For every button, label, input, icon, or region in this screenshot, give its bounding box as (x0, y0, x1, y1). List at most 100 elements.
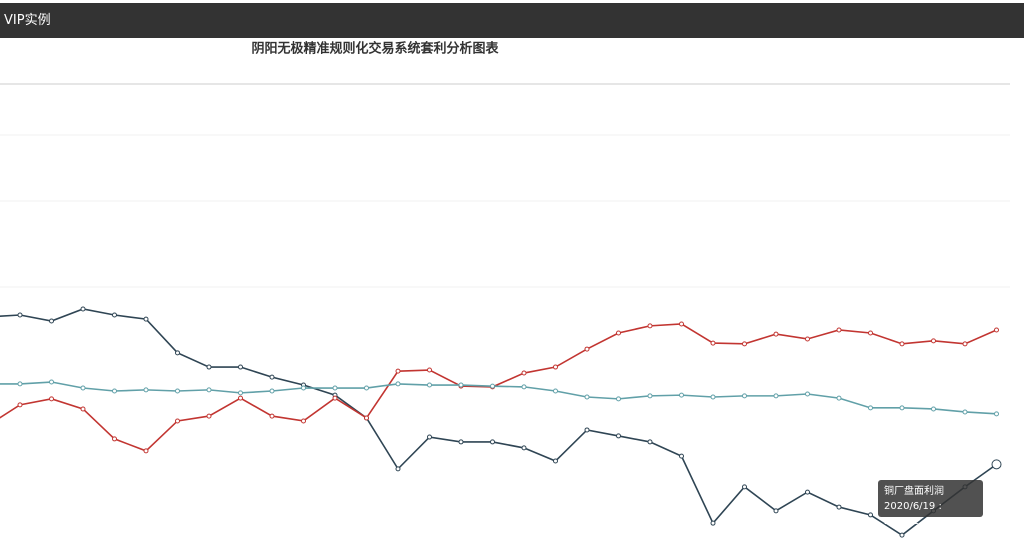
data-point (773, 508, 779, 514)
data-point (805, 336, 810, 342)
data-point (899, 405, 905, 411)
data-point (80, 306, 86, 312)
data-point (458, 382, 464, 388)
tooltip-series: 铜厂盘面利润 (884, 486, 944, 497)
data-point (962, 341, 968, 347)
series-line (0, 308, 997, 537)
data-point (521, 370, 527, 376)
data-point (112, 388, 117, 394)
data-point (269, 374, 275, 380)
data-point (742, 341, 747, 347)
data-point (427, 382, 432, 388)
data-point (395, 466, 401, 472)
data-point (80, 406, 86, 412)
data-point (584, 394, 590, 400)
data-point (332, 395, 338, 401)
data-point (679, 453, 684, 459)
data-point (427, 434, 432, 440)
data-point (836, 504, 842, 510)
data-point (17, 312, 23, 318)
data-point (710, 340, 716, 346)
data-point (490, 383, 495, 389)
data-point (742, 484, 747, 490)
data-point (931, 406, 936, 412)
chart-title: 阴阳无极精准规则化交易系统套利分析图表 (251, 41, 499, 57)
data-point (962, 409, 968, 415)
data-point (647, 323, 653, 329)
data-point (332, 385, 338, 391)
data-point (899, 532, 905, 538)
data-point (805, 391, 810, 397)
data-point (773, 393, 779, 399)
data-point (206, 364, 212, 370)
data-point (647, 439, 653, 445)
tooltip-text: 2020/6/19234.11 (884, 499, 977, 529)
data-point (616, 433, 621, 439)
data-point (616, 396, 621, 402)
data-point (49, 396, 54, 402)
data-point (836, 327, 842, 333)
data-point (395, 381, 401, 387)
data-point (553, 458, 558, 464)
data-point (238, 390, 243, 396)
data-point (994, 327, 999, 333)
data-point (710, 394, 716, 400)
data-point (427, 367, 432, 373)
tooltip-date: 2020/6/19 (884, 501, 936, 512)
data-point (301, 418, 306, 424)
data-point (238, 395, 243, 401)
data-point (301, 385, 306, 391)
data-point (868, 405, 873, 411)
data-point (742, 393, 747, 399)
data-point (49, 318, 54, 324)
header: VIP实例 (0, 3, 1024, 38)
data-point (80, 385, 86, 391)
data-point (364, 385, 369, 391)
data-point (773, 331, 779, 337)
data-point (206, 413, 212, 419)
data-point (584, 346, 590, 352)
data-point (679, 321, 684, 327)
data-point (521, 384, 527, 390)
data-point (991, 459, 1002, 470)
data-point (364, 415, 369, 421)
data-point (49, 379, 54, 385)
tooltip: 铜厂盘面利润 2020/6/19234.11 (878, 480, 983, 527)
data-point (647, 393, 653, 399)
data-point (868, 512, 873, 518)
data-point (868, 330, 873, 336)
data-point (238, 364, 243, 370)
data-point (269, 388, 275, 394)
data-point (143, 316, 149, 322)
data-point (994, 411, 999, 417)
series-line (0, 381, 997, 415)
data-point (521, 445, 527, 451)
data-point (17, 402, 23, 408)
data-point (143, 448, 149, 454)
data-point (490, 439, 495, 445)
data-point (931, 338, 936, 344)
data-point (206, 387, 212, 393)
data-point (175, 388, 180, 394)
data-point (143, 387, 149, 393)
data-point (616, 330, 621, 336)
data-point (17, 381, 23, 387)
series-line (0, 323, 997, 452)
data-point (553, 364, 558, 370)
data-point (553, 388, 558, 394)
data-point (175, 350, 180, 356)
data-point (175, 418, 180, 424)
data-point (805, 489, 810, 495)
data-point (584, 427, 590, 433)
data-point (112, 312, 117, 318)
data-point (395, 368, 401, 374)
data-point (269, 413, 275, 419)
data-point (899, 341, 905, 347)
data-point (458, 439, 464, 445)
data-point (679, 392, 684, 398)
data-point (112, 436, 117, 442)
data-point (836, 395, 842, 401)
data-point (710, 520, 716, 526)
